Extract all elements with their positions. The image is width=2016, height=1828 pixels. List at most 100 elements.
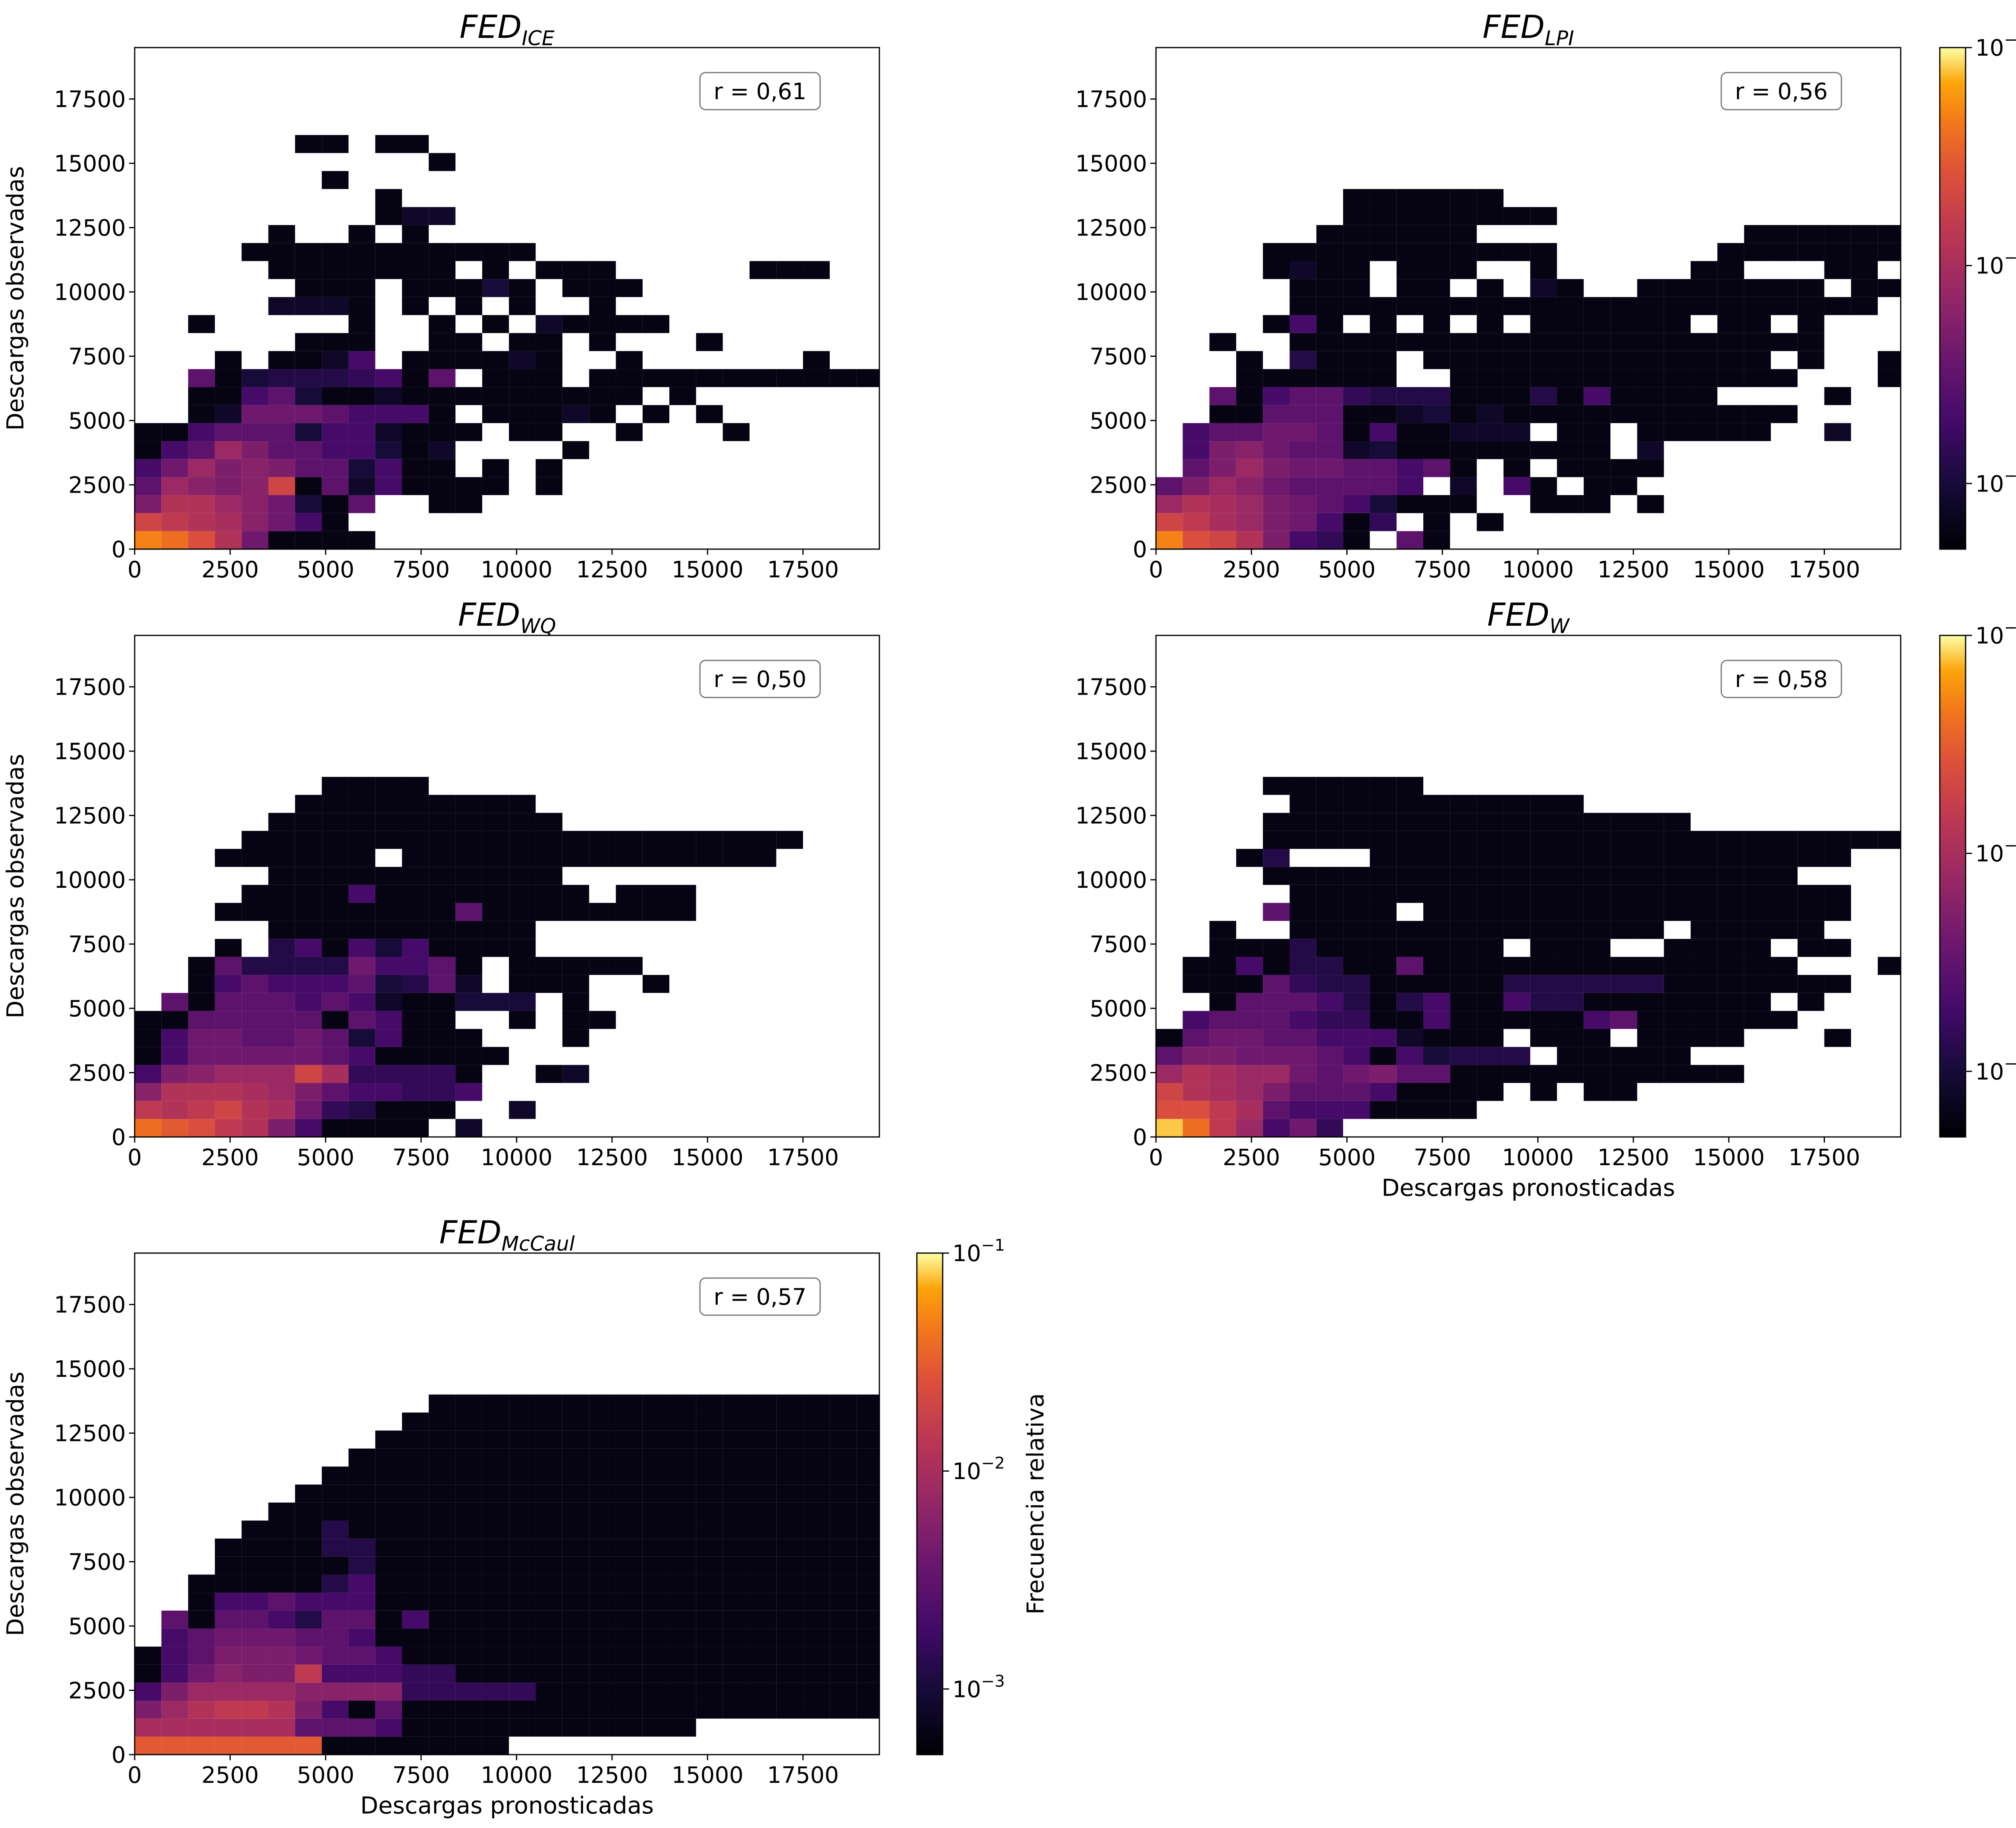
heatmap-cell bbox=[1289, 921, 1316, 939]
heatmap-cell bbox=[1717, 1065, 1744, 1083]
heatmap-cell bbox=[1316, 795, 1343, 813]
heatmap-cell bbox=[856, 1430, 879, 1449]
heatmap-cell bbox=[562, 1520, 589, 1539]
heatmap-cell bbox=[1183, 1101, 1210, 1119]
x-tick-label: 12500 bbox=[576, 1145, 648, 1171]
x-tick-label: 2500 bbox=[202, 1145, 259, 1171]
heatmap-cell bbox=[1289, 513, 1316, 531]
colorbar-tick-label: 10−3 bbox=[1975, 466, 2016, 497]
heatmap-cell bbox=[161, 1736, 188, 1755]
heatmap-cell bbox=[616, 1466, 643, 1485]
heatmap-cell bbox=[1289, 369, 1316, 387]
heatmap-cell bbox=[1477, 885, 1504, 903]
colorbar-tick-label: 10−2 bbox=[1975, 837, 2016, 867]
heatmap-cell bbox=[215, 1628, 242, 1647]
heatmap-cell bbox=[1477, 795, 1504, 813]
heatmap-cell bbox=[1770, 849, 1798, 867]
heatmap-cell bbox=[322, 1574, 349, 1593]
heatmap-cell bbox=[242, 1011, 269, 1029]
heatmap-cell bbox=[482, 1394, 509, 1413]
heatmap-cell bbox=[509, 1701, 536, 1719]
heatmap-cell bbox=[1583, 459, 1611, 477]
heatmap-cell bbox=[322, 1502, 349, 1521]
heatmap-cell bbox=[322, 1011, 349, 1029]
heatmap-cell bbox=[509, 369, 536, 387]
heatmap-cell bbox=[215, 441, 242, 459]
heatmap-cell bbox=[402, 975, 429, 993]
heatmap-cell bbox=[669, 369, 696, 387]
heatmap-cell bbox=[429, 405, 456, 423]
heatmap-cell bbox=[1637, 333, 1664, 351]
heatmap-cell bbox=[749, 1664, 777, 1683]
heatmap-cell bbox=[1209, 1101, 1236, 1119]
heatmap-cell bbox=[1423, 867, 1450, 885]
heatmap-cell bbox=[1664, 813, 1691, 831]
heatmap-cell bbox=[1450, 1029, 1477, 1047]
colorbar-tick-label: 10−2 bbox=[952, 1454, 1005, 1485]
heatmap-cell bbox=[1477, 441, 1504, 459]
heatmap-cell bbox=[1557, 939, 1584, 957]
heatmap-cell bbox=[295, 135, 322, 153]
heatmap-cell bbox=[1610, 405, 1637, 423]
heatmap-cell bbox=[1503, 423, 1531, 441]
heatmap-cell bbox=[1637, 957, 1664, 975]
heatmap-cell bbox=[268, 1610, 295, 1629]
heatmap-cell bbox=[1450, 387, 1477, 405]
y-tick-label: 0 bbox=[1133, 537, 1147, 563]
heatmap-cell bbox=[295, 1065, 322, 1083]
heatmap-cell bbox=[1183, 423, 1210, 441]
heatmap-cell bbox=[482, 1448, 509, 1467]
heatmap-cell bbox=[322, 975, 349, 993]
heatmap-cell bbox=[322, 333, 349, 351]
heatmap-cell bbox=[268, 1718, 295, 1737]
heatmap-cell bbox=[375, 795, 402, 813]
heatmap-cell bbox=[455, 333, 482, 351]
heatmap-cell bbox=[295, 1574, 322, 1593]
heatmap-cell bbox=[1664, 297, 1691, 315]
heatmap-cell bbox=[509, 1484, 536, 1503]
heatmap-cell bbox=[589, 279, 616, 297]
heatmap-cell bbox=[1316, 831, 1343, 849]
heatmap-cell bbox=[1236, 1101, 1263, 1119]
heatmap-cell bbox=[322, 351, 349, 369]
heatmap-cell bbox=[1183, 531, 1210, 549]
heatmap-cell bbox=[1183, 957, 1210, 975]
heatmap-cell bbox=[509, 387, 536, 405]
heatmap-cell bbox=[1637, 405, 1664, 423]
heatmap-cell bbox=[776, 1448, 803, 1467]
heatmap-cell bbox=[1583, 297, 1611, 315]
heatmap-cell bbox=[455, 1556, 482, 1575]
heatmap-cell bbox=[669, 1593, 696, 1611]
heatmap-cell bbox=[1530, 993, 1557, 1011]
heatmap-cell bbox=[242, 849, 269, 867]
heatmap-cell bbox=[215, 903, 242, 921]
heatmap-cell bbox=[402, 243, 429, 261]
heatmap-cell bbox=[455, 1520, 482, 1539]
heatmap-cell bbox=[188, 1011, 215, 1029]
heatmap-cell bbox=[161, 1701, 188, 1719]
heatmap-cell bbox=[242, 1047, 269, 1065]
heatmap-cell bbox=[803, 1556, 830, 1575]
heatmap-cell bbox=[589, 1593, 616, 1611]
heatmap-cell bbox=[1637, 885, 1664, 903]
heatmap-cell bbox=[829, 1539, 857, 1557]
heatmap-cell bbox=[1396, 867, 1424, 885]
heatmap-cell bbox=[1263, 369, 1290, 387]
heatmap-cell bbox=[642, 1466, 670, 1485]
y-tick-label: 2500 bbox=[68, 1060, 126, 1087]
heatmap-cell bbox=[1156, 1029, 1183, 1047]
heatmap-cell bbox=[322, 813, 349, 831]
heatmap-cell bbox=[1289, 333, 1316, 351]
heatmap-cell bbox=[135, 1682, 162, 1701]
heatmap-cell bbox=[1156, 531, 1183, 549]
heatmap-cell bbox=[1878, 279, 1901, 297]
heatmap-cell bbox=[1343, 777, 1370, 795]
colorbar-gradient bbox=[1939, 635, 1966, 1138]
heatmap-cell bbox=[188, 1736, 215, 1755]
y-axis-label: Descargas observadas bbox=[2, 166, 29, 431]
heatmap-cell bbox=[1316, 315, 1343, 333]
heatmap-cell bbox=[1450, 459, 1477, 477]
heatmap-cell bbox=[1664, 405, 1691, 423]
heatmap-cell bbox=[803, 1412, 830, 1431]
